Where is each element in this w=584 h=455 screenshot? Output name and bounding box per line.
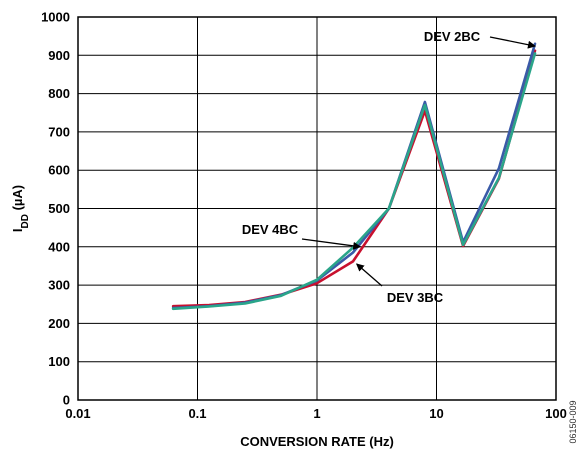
series-line-dev-4bc bbox=[171, 52, 537, 311]
y-tick-label: 300 bbox=[48, 278, 70, 293]
y-axis-label-unit: (µA) bbox=[10, 185, 25, 214]
y-tick-label: 800 bbox=[48, 86, 70, 101]
x-axis-label: CONVERSION RATE (Hz) bbox=[240, 434, 394, 449]
annotation-arrow bbox=[355, 263, 383, 287]
annotation-label: DEV 4BC bbox=[242, 222, 299, 237]
y-axis-label-main: I bbox=[10, 228, 25, 232]
y-tick-label: 600 bbox=[48, 163, 70, 178]
figure-id: 06150-009 bbox=[568, 400, 578, 443]
series-line-dev-3bc bbox=[171, 49, 537, 308]
y-tick-label: 200 bbox=[48, 316, 70, 331]
series-layer bbox=[171, 42, 537, 311]
annotation-arrow bbox=[301, 238, 362, 250]
annotations: DEV 2BC DEV 4BC DEV 3BC bbox=[242, 29, 536, 305]
y-tick-label: 500 bbox=[48, 201, 70, 216]
x-tick-label: 0.1 bbox=[188, 406, 206, 421]
annotation-arrow bbox=[489, 36, 536, 49]
y-tick-label: 0 bbox=[63, 393, 70, 408]
x-tick-label: 10 bbox=[429, 406, 443, 421]
y-tick-labels: 0 100 200 300 400 500 600 700 800 900 1000 bbox=[41, 10, 70, 408]
x-tick-label: 0.01 bbox=[65, 406, 90, 421]
y-tick-label: 900 bbox=[48, 48, 70, 63]
y-axis-label: IDD (µA) bbox=[10, 185, 31, 232]
x-tick-label: 1 bbox=[313, 406, 320, 421]
y-tick-label: 100 bbox=[48, 354, 70, 369]
x-tick-labels: 0.01 0.1 1 10 100 bbox=[65, 406, 567, 421]
annotation-label: DEV 2BC bbox=[424, 29, 481, 44]
x-tick-label: 100 bbox=[545, 406, 567, 421]
plot-frame bbox=[77, 16, 557, 401]
annotation-label: DEV 3BC bbox=[387, 290, 444, 305]
y-tick-label: 400 bbox=[48, 239, 70, 254]
y-tick-label: 1000 bbox=[41, 10, 70, 25]
y-tick-label: 700 bbox=[48, 124, 70, 139]
series-line-dev-2bc bbox=[171, 42, 537, 310]
y-axis-label-sub: DD bbox=[20, 214, 31, 228]
